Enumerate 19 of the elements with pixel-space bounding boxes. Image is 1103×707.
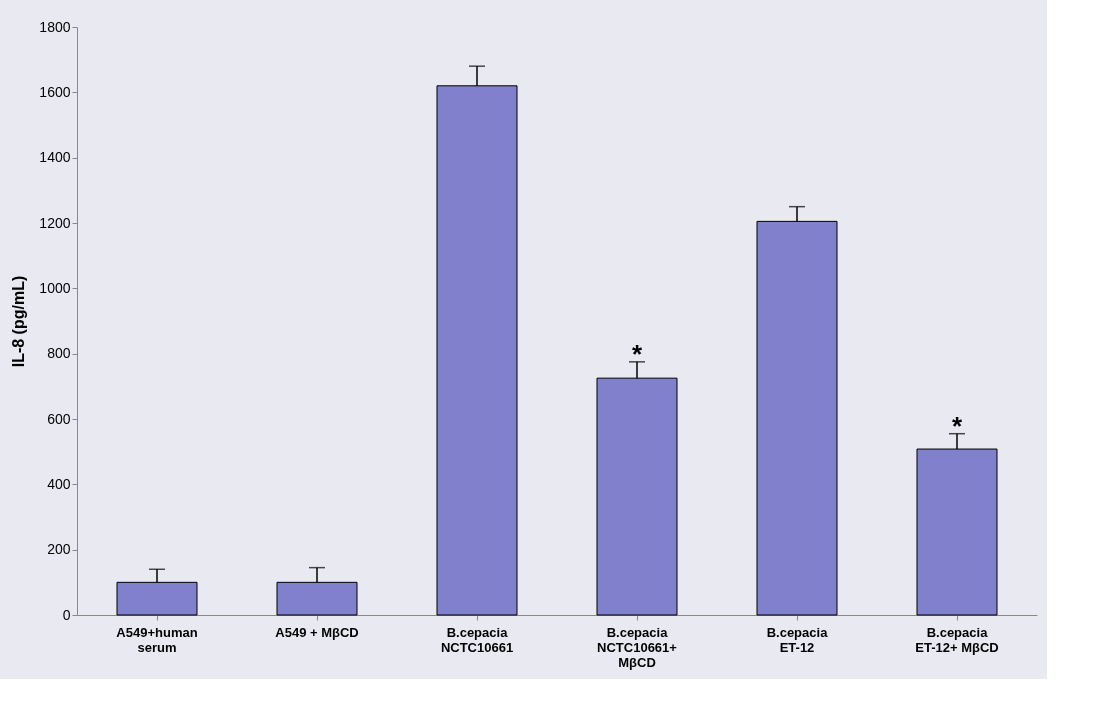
annotation: * xyxy=(631,338,643,369)
y-tick-label: 1600 xyxy=(39,83,71,100)
y-tick-label: 800 xyxy=(47,345,71,362)
y-tick-label: 400 xyxy=(47,475,71,492)
y-tick-label: 1800 xyxy=(39,18,71,35)
y-axis-title: IL-8 (pg/mL) xyxy=(10,275,28,368)
x-tick-label: A549 + MβCD xyxy=(275,624,359,640)
y-tick-label: 600 xyxy=(47,410,71,427)
y-tick-label: 200 xyxy=(47,541,71,558)
x-tick-label: B.cepacia NCTC10661 xyxy=(440,624,514,655)
x-tick-label: B.cepacia ET-12+ MβCD xyxy=(915,624,999,655)
annotation: * xyxy=(951,410,963,441)
x-tick-label: A549+human serum xyxy=(116,624,198,655)
y-tick-label: 1400 xyxy=(39,149,71,166)
y-tick-label: 1200 xyxy=(39,214,71,231)
y-tick-label: 0 xyxy=(62,606,71,623)
y-tick-label: 1000 xyxy=(39,279,71,296)
x-tick-label: B.cepacia ET-12 xyxy=(766,624,829,655)
x-tick-label: B.cepacia NCTC10661+ MβCD xyxy=(597,624,678,670)
